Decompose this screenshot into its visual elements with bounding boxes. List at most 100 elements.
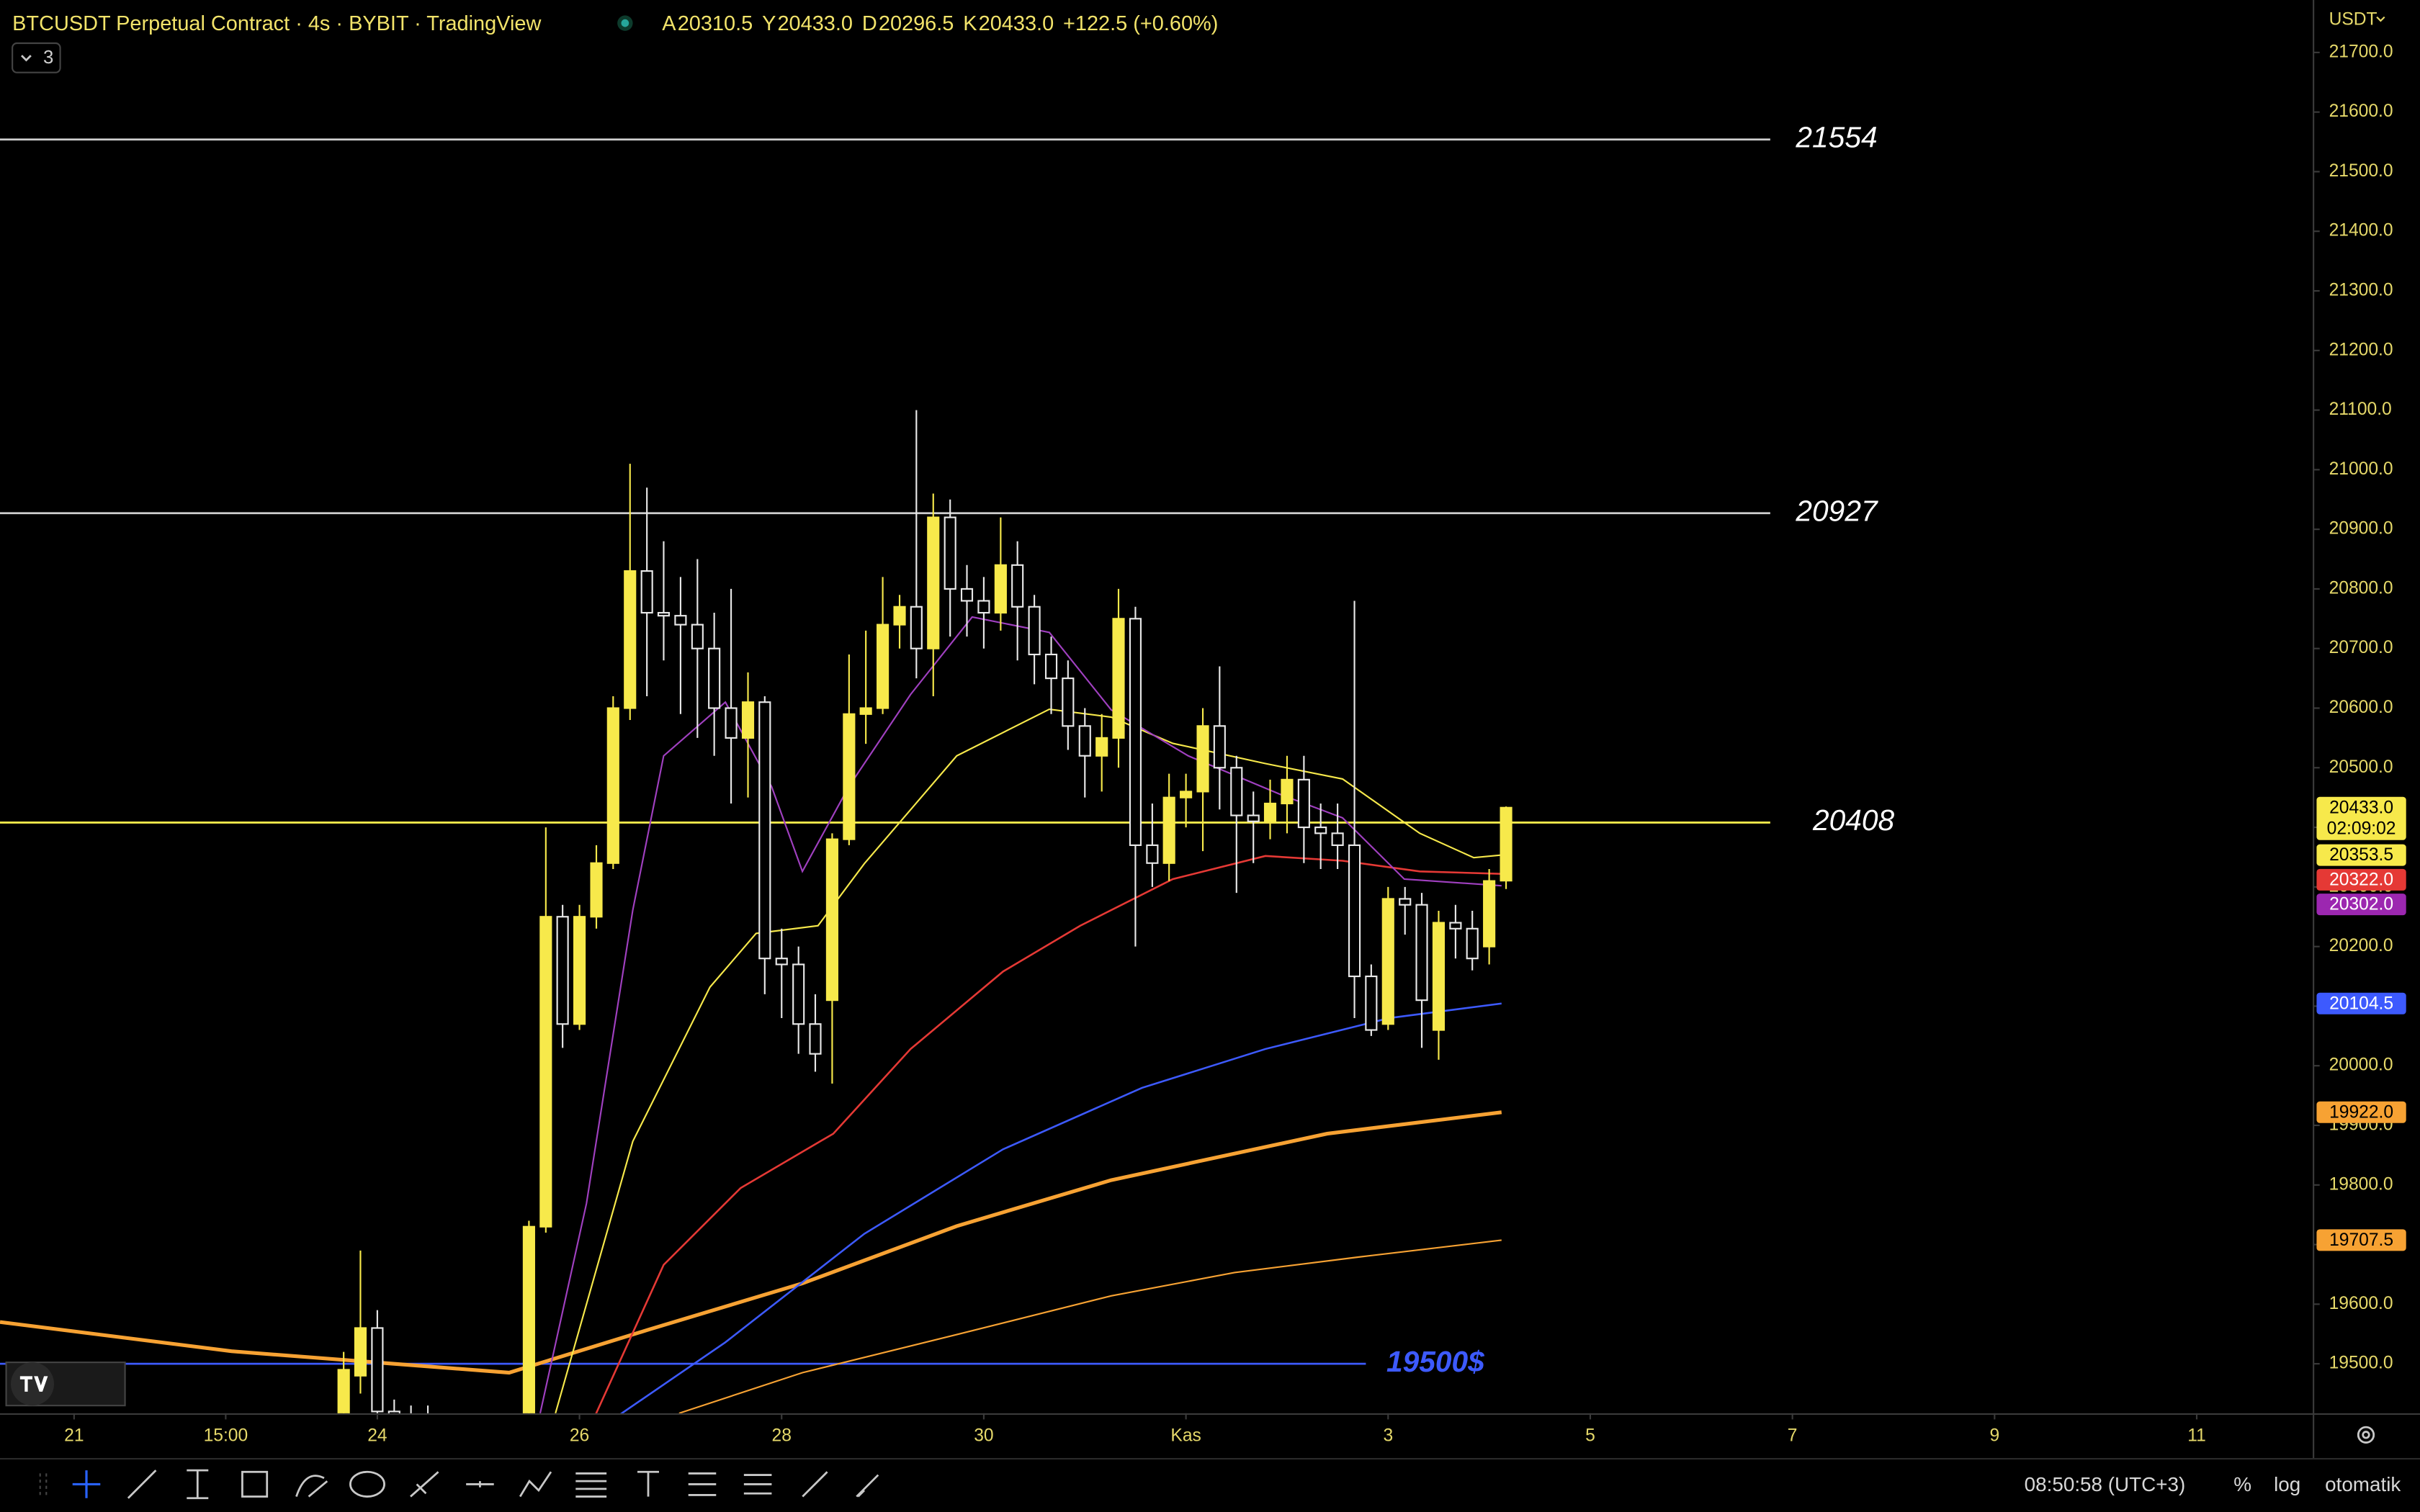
candle-body xyxy=(725,707,738,739)
candle-body xyxy=(1483,880,1496,948)
y-tick-label: 20000.0 xyxy=(2329,1056,2393,1075)
auto-toggle[interactable]: otomatik xyxy=(2325,1473,2401,1495)
crosshair-tool[interactable] xyxy=(72,1470,101,1498)
candle-body xyxy=(1095,737,1108,757)
level-label: 19500$ xyxy=(1386,1345,1484,1378)
plot-area xyxy=(0,138,1770,1413)
candle-body xyxy=(1213,725,1226,769)
candle-body xyxy=(708,647,721,709)
log-toggle[interactable]: log xyxy=(2274,1473,2300,1495)
hline-tool[interactable] xyxy=(466,1481,494,1488)
fib-tool[interactable] xyxy=(187,1469,209,1500)
candle-body xyxy=(1112,618,1125,739)
rect-tool[interactable] xyxy=(241,1470,269,1498)
price-tag-label: 20104.5 xyxy=(2329,994,2393,1013)
candle-body xyxy=(624,570,637,709)
forecast-tool[interactable] xyxy=(743,1474,772,1495)
candle-body xyxy=(640,570,653,614)
indicators-count: 3 xyxy=(43,48,53,68)
y-tick-label: 19500.0 xyxy=(2329,1354,2393,1373)
candle-body xyxy=(825,838,838,1002)
candle-body xyxy=(590,862,603,918)
pattern-tool[interactable] xyxy=(519,1471,552,1498)
indicators-toggle[interactable] xyxy=(12,42,61,73)
candle-body xyxy=(1011,564,1024,608)
measure-tool[interactable] xyxy=(802,1471,828,1498)
y-tick-label: 20200.0 xyxy=(2329,936,2393,955)
x-tick-label: 30 xyxy=(974,1426,993,1446)
price-tag-label: 20302.0 xyxy=(2329,895,2393,914)
ellipse-tool[interactable] xyxy=(349,1470,385,1498)
price-tag xyxy=(2316,894,2406,916)
price-tag-label: 19922.0 xyxy=(2329,1102,2393,1122)
candle-body xyxy=(758,701,771,960)
candle-body xyxy=(573,916,586,1025)
currency-selector[interactable]: USDT xyxy=(2329,9,2378,29)
y-tick-label: 19800.0 xyxy=(2329,1174,2393,1194)
candle-body xyxy=(1129,618,1142,846)
settings-icon[interactable] xyxy=(2357,1426,2375,1444)
candle-body xyxy=(809,1023,822,1055)
text-tool[interactable] xyxy=(637,1470,659,1497)
x-tick-label: 28 xyxy=(772,1426,792,1446)
y-tick-label: 20500.0 xyxy=(2329,757,2393,777)
candle-body xyxy=(1449,922,1462,930)
candle-body xyxy=(877,624,889,709)
candle-body xyxy=(1281,778,1294,805)
settings-icon-core xyxy=(2362,1431,2370,1439)
symbol-title[interactable]: BTCUSDT Perpetual Contract · 4s · BYBIT … xyxy=(12,12,541,35)
x-tick-label: 3 xyxy=(1383,1426,1393,1446)
price-tag xyxy=(2316,844,2406,866)
candle-body xyxy=(657,611,671,617)
candle-body xyxy=(1230,767,1243,816)
ohlc-value: 20433.0 xyxy=(979,12,1054,35)
candle-body xyxy=(371,1327,384,1413)
level-label: 20927 xyxy=(1795,495,1878,528)
candle-body xyxy=(674,615,687,626)
y-tick-label: 20600.0 xyxy=(2329,698,2393,717)
x-tick-label: 24 xyxy=(367,1426,387,1446)
ohlc-value: 20296.5 xyxy=(879,12,954,35)
price-tag xyxy=(2316,1229,2406,1251)
ohlc-label: Y xyxy=(762,12,776,35)
y-tick-label: 21500.0 xyxy=(2329,161,2393,181)
candle-body xyxy=(556,916,569,1025)
trendline-tool[interactable] xyxy=(127,1470,157,1499)
y-tick-label: 21600.0 xyxy=(2329,102,2393,121)
ohlc-label: K xyxy=(963,12,977,35)
eraser-tool[interactable] xyxy=(856,1474,879,1498)
candle-body xyxy=(1314,826,1327,834)
price-tag xyxy=(2316,868,2406,891)
candle-body xyxy=(337,1369,350,1413)
path-tool[interactable] xyxy=(410,1471,439,1498)
candle-body xyxy=(944,516,956,590)
price-tag xyxy=(2316,1101,2406,1123)
y-tick-label: 20700.0 xyxy=(2329,638,2393,657)
gann-tool[interactable] xyxy=(575,1472,607,1498)
candle-body xyxy=(994,564,1007,614)
x-tick-label: 5 xyxy=(1585,1426,1595,1446)
y-tick-label: 21000.0 xyxy=(2329,459,2393,479)
x-tick-label: 11 xyxy=(2187,1426,2206,1446)
y-tick-label: 21300.0 xyxy=(2329,281,2393,300)
candle-body xyxy=(1044,653,1058,680)
logo-badge[interactable] xyxy=(11,1362,54,1406)
candle-body xyxy=(1348,844,1361,978)
price-tag xyxy=(2316,796,2406,840)
candle-body xyxy=(843,713,856,840)
candle-body xyxy=(1365,975,1378,1031)
y-tick-label: 19600.0 xyxy=(2329,1294,2393,1313)
brush-tool[interactable] xyxy=(295,1475,328,1498)
position-tool[interactable] xyxy=(688,1472,717,1496)
ma-line xyxy=(0,1110,1502,1375)
candle-body xyxy=(691,624,704,649)
x-tick-label: 21 xyxy=(64,1426,84,1446)
candle-body xyxy=(775,958,788,966)
y-tick-label: 20800.0 xyxy=(2329,578,2393,598)
ohlc-label: A xyxy=(662,12,676,35)
percent-toggle[interactable]: % xyxy=(2233,1473,2251,1495)
candle-body xyxy=(792,963,805,1025)
candle-body xyxy=(977,600,990,614)
price-tag xyxy=(2316,992,2406,1014)
